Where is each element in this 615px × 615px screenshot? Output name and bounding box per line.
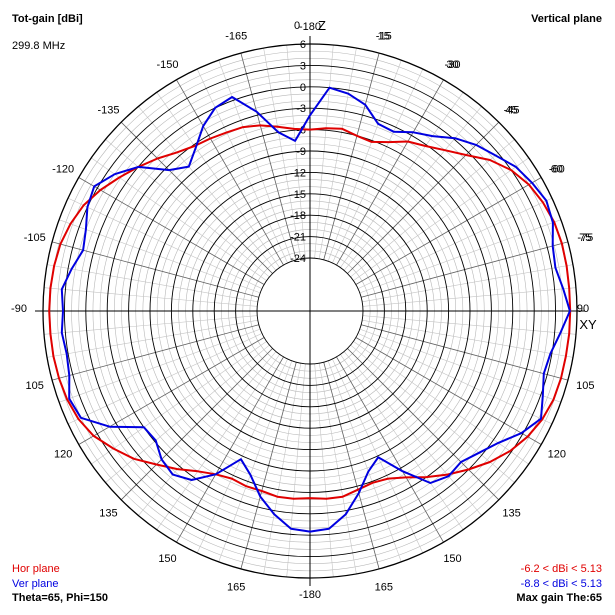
major-grid-circle [256,257,364,365]
radial-tick-label: -15 [290,189,306,201]
radial-tick-label: 6 [300,39,306,51]
angle-tick-label: 120 [548,449,566,461]
angle-tick-label: 0 [294,20,300,32]
angle-tick-label: 150 [158,553,176,565]
angles-label: Theta=65, Phi=150 [12,592,108,604]
ver-plane-trace [60,86,571,533]
angle-tick-label: 105 [26,380,44,392]
angle-tick-label: -135 [97,104,119,116]
major-grid-circle [170,171,450,451]
angle-tick-label: -75 [577,232,593,244]
max-gain-label: Max gain The:65 [516,592,602,604]
hor-range-label: -6.2 < dBi < 5.13 [520,563,602,575]
hor-plane-legend: Hor plane [12,563,60,575]
angle-tick-label: 105 [576,380,594,392]
angle-tick-label: 135 [99,508,117,520]
major-grid-circle [213,214,407,408]
major-grid-circle [63,64,557,558]
chart-title: Tot-gain [dBi] [12,13,83,25]
gain-traces [48,86,572,533]
angle-tick-label: 165 [375,581,393,593]
angle-tick-label: -60 [549,164,565,176]
major-grid-circle [235,236,385,386]
angle-tick-label: -150 [156,59,178,71]
angle-tick-label: 135 [502,508,520,520]
radial-tick-label: 3 [300,60,306,72]
frequency-label: 299.8 MHz [12,40,66,52]
radial-tick-label: -21 [290,232,306,244]
radial-tick-label: -18 [290,210,306,222]
angle-tick-label: -120 [52,164,74,176]
angle-tick-label: -15 [376,31,392,43]
axis-label-xy: XY [579,317,597,332]
major-grid-circle [85,86,535,536]
angle-tick-label: 165 [227,581,245,593]
angle-tick-label: 75 [579,232,591,244]
major-grid-circle [106,107,514,515]
angle-tick-labels: 0153045607590105120135150165-18016515013… [11,20,594,601]
hor-plane-trace [48,124,572,500]
angle-tick-label: -180 [299,21,321,33]
angle-tick-label: 150 [443,553,461,565]
angle-tick-label: -90 [11,303,27,315]
plane-label: Vertical plane [531,13,602,25]
radial-tick-label: 0 [300,82,306,94]
angle-tick-label: -45 [504,104,520,116]
radial-tick-label: -24 [290,253,306,265]
angle-tick-label: -165 [225,31,247,43]
major-grid-circle [42,43,578,579]
polar-grid [35,36,585,586]
angle-tick-label: 90 [577,303,589,315]
radial-tick-label: -12 [290,167,306,179]
angle-tick-label: -30 [445,59,461,71]
angle-tick-label: 60 [551,164,563,176]
ver-plane-legend: Ver plane [12,578,59,590]
major-grid-circle [192,193,428,429]
major-grid-circle [149,150,471,472]
angle-tick-label: -180 [299,589,321,601]
angle-tick-label: 15 [378,31,390,43]
angle-tick-label: -105 [24,232,46,244]
angle-tick-label: 45 [505,104,517,116]
angle-tick-label: 30 [446,59,458,71]
ver-range-label: -8.8 < dBi < 5.13 [520,578,602,590]
radial-tick-label: -3 [296,103,306,115]
angle-tick-label: 120 [54,449,72,461]
axis-label-z: Z [318,18,326,33]
radial-tick-label: -9 [296,146,306,158]
